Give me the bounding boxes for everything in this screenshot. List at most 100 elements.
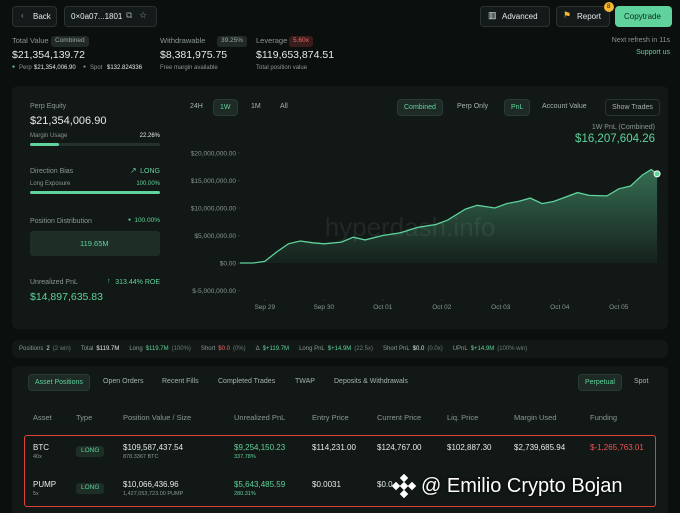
y-tick-label: $5,000,000.00 [194,233,236,240]
column-header: Current Price [377,413,422,422]
stat-value: $+14.9M [470,346,495,352]
total-value: $21,354,139.72 [12,49,85,61]
cell-leverage: 40x [33,454,42,460]
y-tick-label: $15,000,000.00 [191,178,237,185]
copytrade-label[interactable]: Copytrade [624,11,661,21]
range-tab[interactable]: 1W [213,99,238,116]
spot-value: $132.824336 [107,65,143,71]
metric-tab[interactable]: PnL [504,99,531,116]
stat-label: UPnL [452,346,468,352]
address-box [64,6,157,27]
stats-bar [12,340,668,358]
cell-margin: $2,739,685.94 [514,443,566,452]
chart-title: 1W PnL (Combined) [591,124,655,131]
support-link[interactable]: Support us [636,49,670,56]
positions-panel [12,366,668,513]
copytrade-button[interactable] [615,6,672,27]
market-tab[interactable]: Spot [634,378,649,385]
column-header: Unrealized PnL [234,413,286,422]
back-label[interactable]: Back [33,11,51,21]
perp-equity-label: Perp Equity [30,103,67,110]
range-tab[interactable]: 1M [251,103,261,110]
direction-bias-label: Direction Bias [30,168,74,175]
tab[interactable]: TWAP [295,378,315,385]
report-button[interactable] [556,6,610,27]
tab[interactable]: Completed Trades [218,378,276,385]
stat-note: (22.5x) [354,346,373,352]
scope-tab[interactable]: Combined [397,99,443,116]
star-icon[interactable]: ☆ [139,10,148,20]
cell-pnl: $9,254,150.23 [234,443,286,452]
range-tab[interactable]: 24H [190,103,203,110]
distribution-bar [30,231,160,256]
cell-current: $124,767.00 [377,443,422,452]
report-badge [604,2,614,12]
column-header: Liq. Price [447,413,479,422]
end-point [653,170,661,178]
stat-note: (0%) [232,346,246,352]
type-badge: LONG [76,483,105,494]
highlight-box [24,435,656,507]
direction-bias: LONG [140,168,160,175]
cell-funding: $-1,265,763.01 [590,443,644,452]
stat-note: (0.0x) [427,346,443,352]
stat-value: 2 [46,346,50,352]
withdrawable-label: Withdrawable [160,36,206,45]
stat-label: Δ [255,346,260,352]
stat-note: (100%) [171,346,191,352]
show-trades[interactable]: Show Trades [605,99,660,116]
advanced-button[interactable] [480,6,550,27]
distribution-value: 119.65M [80,239,109,248]
x-tick-label: Sep 30 [313,304,334,311]
cell-pnl-pct: 280.31% [234,491,256,497]
metric-tab[interactable]: Account Value [542,103,587,110]
tab[interactable]: Asset Positions [28,374,90,391]
tab[interactable]: Deposits & Withdrawals [334,378,408,385]
tab[interactable]: Open Orders [103,378,144,385]
market-tab[interactable]: Perpetual [578,374,622,391]
y-tick-label: $0.00 [220,261,237,268]
withdrawable-tag: 39.25% [217,36,248,47]
stat: Long PnL $+14.9M (22.5x) [299,346,376,352]
stat-value: $119.7M [96,346,120,352]
report-label[interactable]: Report [577,11,602,21]
margin-bar-fill [30,143,59,146]
cell-asset: BTC [33,443,49,452]
cell-entry: $0.0031 [312,480,341,489]
y-tick-label: $-5,000,000.00 [192,288,236,295]
address[interactable]: 0×0a07...1801 [71,11,123,21]
trend-icon: ↗ [130,166,137,175]
upnl-label: Unrealized PnL [30,279,78,286]
upnl: $14,897,635.83 [30,291,103,303]
stat-label: Long PnL [299,346,325,352]
type-badge: LONG [76,446,105,457]
area-fill [240,169,658,263]
stat: Positions 2 (2 win) [19,346,74,352]
cell-pnl: $5,643,485.59 [234,480,286,489]
spot-dot: ● [83,64,87,70]
tab[interactable]: Recent Fills [162,378,199,385]
margin-usage: 22.26% [139,133,160,139]
advanced-label[interactable]: Advanced [502,11,538,21]
leverage-note: Total position value [256,65,308,71]
copy-icon[interactable]: ⧉ [126,10,133,20]
watermark-logo [391,473,417,499]
stats-row: Positions 2 (2 win) Total $119.7M Long $119.7M… [19,346,537,352]
stat: Short PnL $0.0 (0.0x) [383,346,446,352]
refresh-note: Next refresh in 11s [611,37,670,44]
watermark: @ Emilio Crypto Bojan [421,475,623,497]
scope-tab[interactable]: Perp Only [457,103,489,110]
back-button[interactable] [12,6,57,27]
cell-pnl-pct: 337.78% [234,454,256,460]
distribution-dot: ● [128,217,132,223]
roe: 313.44% ROE [115,279,160,286]
exposure-bar [30,191,160,194]
cell-liq: $102,887.30 [447,443,492,452]
long-exposure-label: Long Exposure [30,181,71,187]
range-tab[interactable]: All [280,103,288,110]
distribution-label: Position Distribution [30,218,92,225]
stat: Δ $+119.7M [256,346,292,352]
cell-asset: PUMP [33,480,57,489]
total-value-tag: Combined [51,36,89,47]
pnl-line [240,168,658,264]
